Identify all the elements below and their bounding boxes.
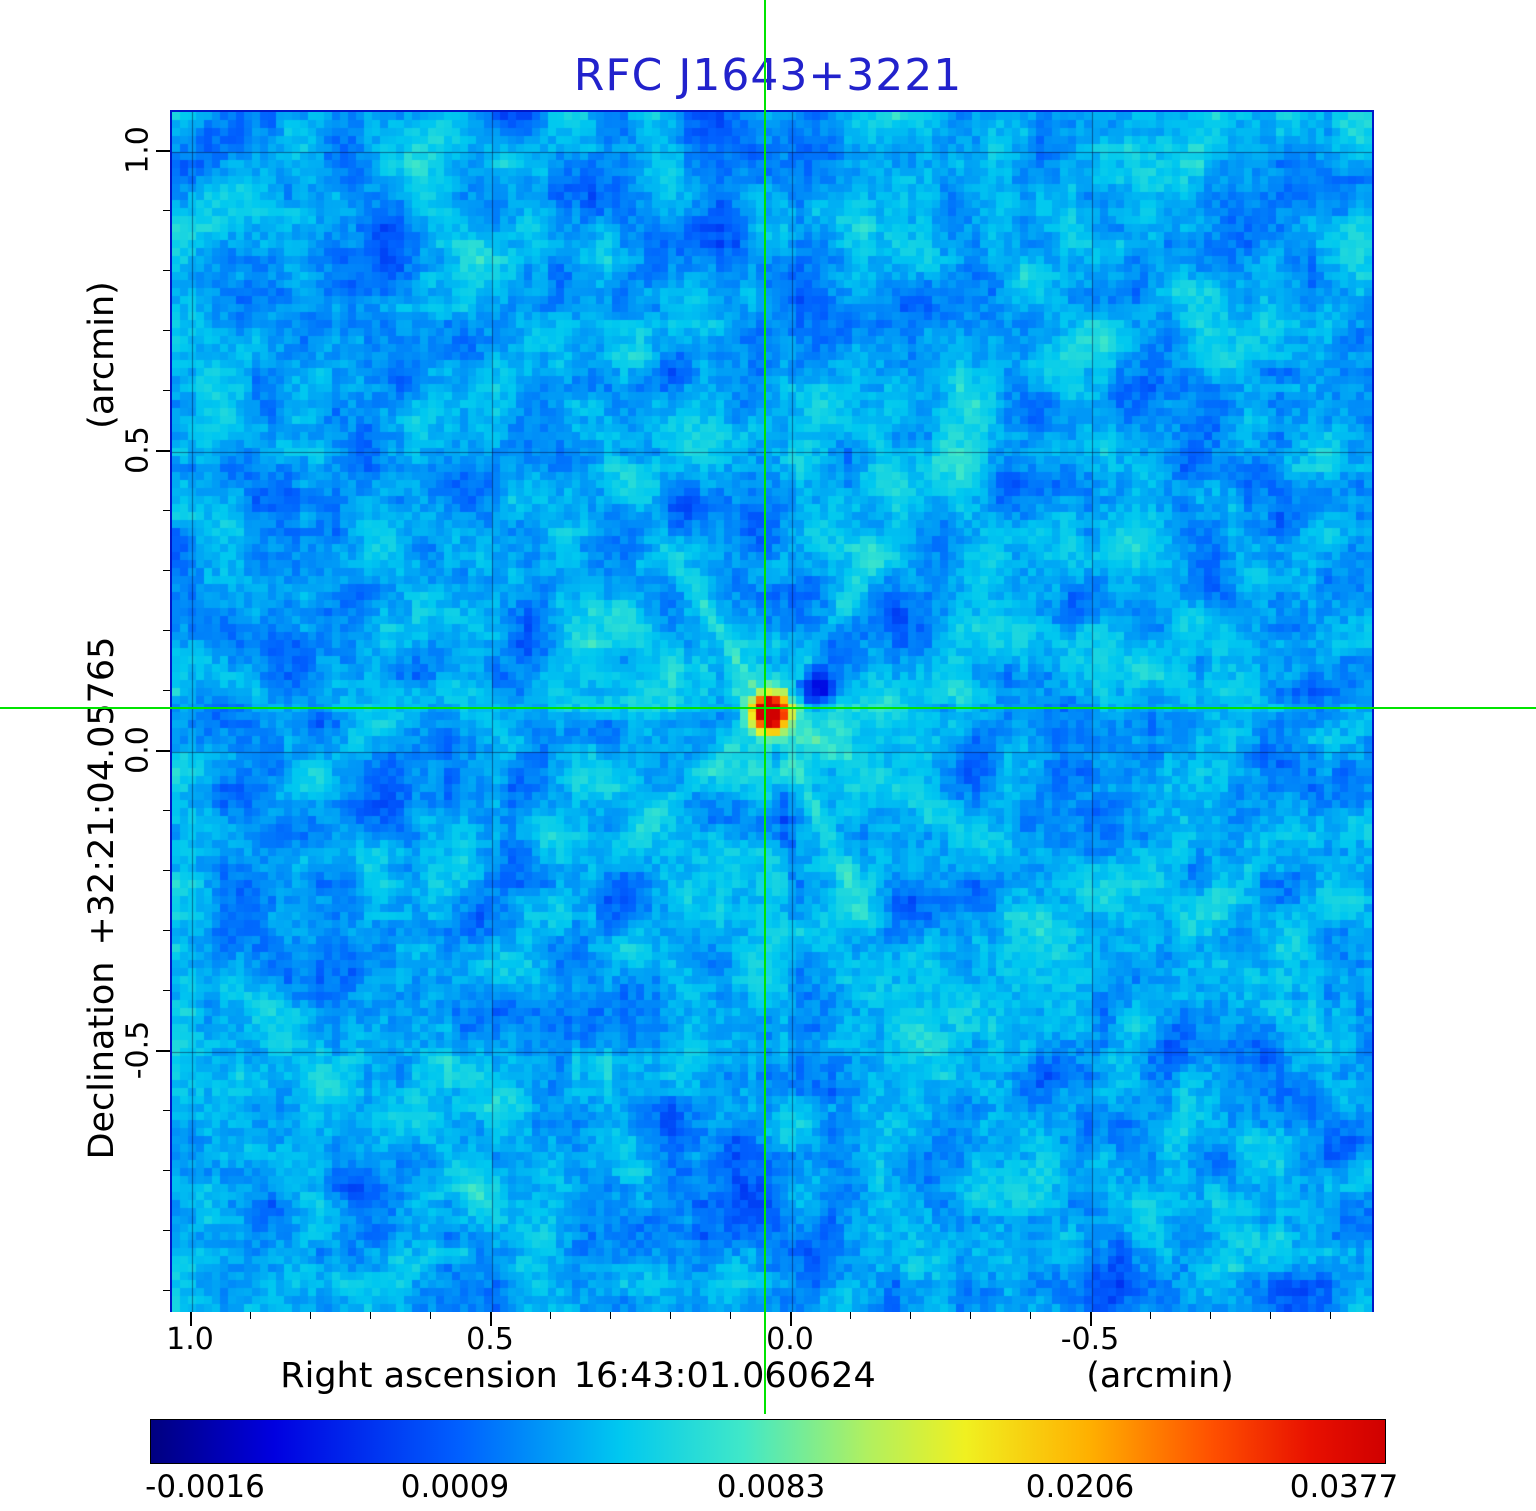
tick-mark: [1150, 1312, 1151, 1319]
tick-mark: [163, 810, 170, 811]
tick-mark: [163, 510, 170, 511]
tick-mark: [790, 1312, 792, 1326]
tick-mark: [163, 690, 170, 691]
tick-mark: [163, 1170, 170, 1171]
y-axis-label: Declination +32:21:04.05765: [82, 637, 122, 1160]
colorbar-tick-label: 0.0083: [716, 1469, 826, 1505]
tick-mark: [490, 1312, 492, 1326]
tick-mark: [163, 870, 170, 871]
tick-mark: [163, 390, 170, 391]
tick-mark: [250, 1312, 251, 1319]
y-axis-ticks: [154, 110, 170, 1312]
tick-mark: [310, 1312, 311, 1319]
tick-mark: [1270, 1312, 1271, 1319]
tick-mark: [730, 1312, 731, 1319]
tick-mark: [163, 930, 170, 931]
tick-mark: [156, 750, 170, 752]
tick-mark: [1090, 1312, 1092, 1326]
colorbar-tick-label: 0.0206: [1025, 1469, 1135, 1505]
tick-mark: [156, 1050, 170, 1052]
tick-mark: [163, 1230, 170, 1231]
sky-map: [170, 110, 1374, 1312]
tick-mark: [163, 630, 170, 631]
y-tick-label: 1.0: [120, 126, 156, 174]
y-axis-unit-label: (arcmin): [82, 281, 122, 429]
x-tick-label: -0.5: [1060, 1322, 1120, 1357]
tick-mark: [1030, 1312, 1031, 1319]
x-axis-label-text: Right ascension: [280, 1356, 558, 1396]
tick-mark: [1330, 1312, 1331, 1319]
tick-mark: [163, 270, 170, 271]
y-axis-label-text: Declination: [82, 961, 122, 1160]
tick-mark: [156, 150, 170, 152]
tick-mark: [156, 450, 170, 452]
x-tick-label: 0.0: [766, 1322, 814, 1357]
colorbar-tick-label: -0.0016: [145, 1469, 265, 1505]
colorbar-tick-label: 0.0009: [400, 1469, 510, 1505]
y-tick-label: 0.0: [120, 726, 156, 774]
tick-mark: [670, 1312, 671, 1319]
x-axis-unit-label: (arcmin): [1086, 1356, 1234, 1396]
y-tick-label: -0.5: [120, 1020, 156, 1080]
tick-mark: [1210, 1312, 1211, 1319]
x-axis-label: Right ascension 16:43:01.060624: [280, 1356, 875, 1396]
tick-mark: [850, 1312, 851, 1319]
crosshair-horizontal-line: [0, 707, 1536, 709]
tick-mark: [163, 990, 170, 991]
x-axis-ticks: [170, 1312, 1374, 1328]
tick-mark: [190, 1312, 192, 1326]
tick-mark: [370, 1312, 371, 1319]
tick-mark: [163, 1290, 170, 1291]
plot-title: RFC J1643+3221: [573, 50, 963, 101]
tick-mark: [550, 1312, 551, 1319]
sky-map-canvas: [172, 112, 1372, 1312]
y-tick-label: 0.5: [120, 426, 156, 474]
x-tick-label: 1.0: [166, 1322, 214, 1357]
x-axis-coordinate: 16:43:01.060624: [573, 1356, 876, 1396]
tick-mark: [163, 210, 170, 211]
tick-mark: [610, 1312, 611, 1319]
colorbar-tick-label: 0.0377: [1289, 1469, 1399, 1505]
x-tick-label: 0.5: [466, 1322, 514, 1357]
tick-mark: [910, 1312, 911, 1319]
tick-mark: [163, 1110, 170, 1111]
tick-mark: [430, 1312, 431, 1319]
colorbar-gradient: [150, 1419, 1386, 1464]
y-axis-coordinate: +32:21:04.05765: [82, 636, 122, 946]
tick-mark: [970, 1312, 971, 1319]
tick-mark: [163, 330, 170, 331]
tick-mark: [163, 570, 170, 571]
